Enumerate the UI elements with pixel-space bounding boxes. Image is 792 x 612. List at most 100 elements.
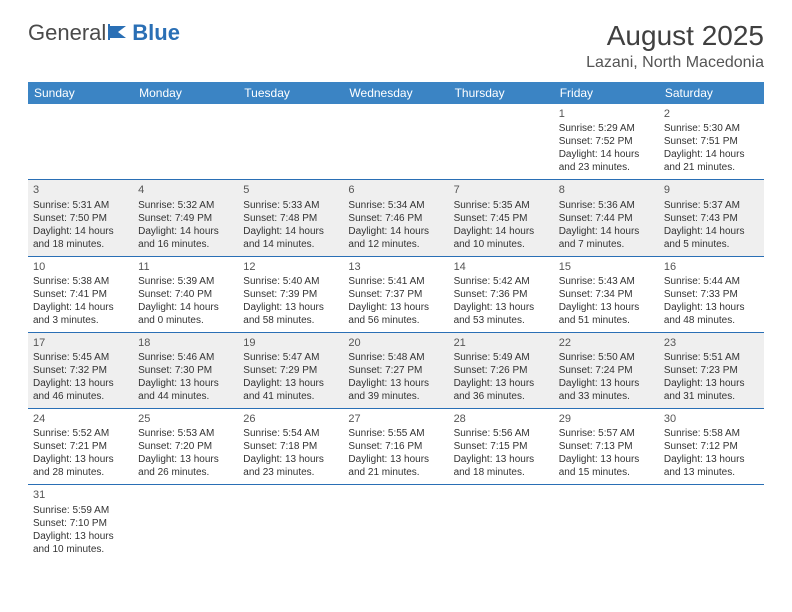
- sunrise-text: Sunrise: 5:32 AM: [138, 199, 233, 212]
- flag-icon: [108, 20, 130, 46]
- calendar-cell: 5Sunrise: 5:33 AMSunset: 7:48 PMDaylight…: [238, 180, 343, 256]
- calendar-week-row: 1Sunrise: 5:29 AMSunset: 7:52 PMDaylight…: [28, 104, 764, 180]
- daylight-text: and 23 minutes.: [559, 161, 654, 174]
- logo: General Blue: [28, 20, 180, 46]
- sunset-text: Sunset: 7:44 PM: [559, 212, 654, 225]
- sunrise-text: Sunrise: 5:34 AM: [348, 199, 443, 212]
- sunset-text: Sunset: 7:24 PM: [559, 364, 654, 377]
- calendar-cell: 29Sunrise: 5:57 AMSunset: 7:13 PMDayligh…: [554, 409, 659, 485]
- calendar-cell: 14Sunrise: 5:42 AMSunset: 7:36 PMDayligh…: [449, 256, 554, 332]
- daylight-text: Daylight: 13 hours: [664, 453, 759, 466]
- sunrise-text: Sunrise: 5:39 AM: [138, 275, 233, 288]
- daylight-text: Daylight: 13 hours: [348, 377, 443, 390]
- day-number: 2: [664, 107, 759, 121]
- calendar-cell: 2Sunrise: 5:30 AMSunset: 7:51 PMDaylight…: [659, 104, 764, 180]
- sunset-text: Sunset: 7:50 PM: [33, 212, 128, 225]
- calendar-cell: 1Sunrise: 5:29 AMSunset: 7:52 PMDaylight…: [554, 104, 659, 180]
- calendar-cell: 30Sunrise: 5:58 AMSunset: 7:12 PMDayligh…: [659, 409, 764, 485]
- daylight-text: and 53 minutes.: [454, 314, 549, 327]
- weekday-header: Sunday: [28, 82, 133, 104]
- daylight-text: Daylight: 14 hours: [559, 148, 654, 161]
- calendar-cell: 12Sunrise: 5:40 AMSunset: 7:39 PMDayligh…: [238, 256, 343, 332]
- calendar-cell: [28, 104, 133, 180]
- daylight-text: and 23 minutes.: [243, 466, 338, 479]
- sunset-text: Sunset: 7:20 PM: [138, 440, 233, 453]
- calendar-cell: 8Sunrise: 5:36 AMSunset: 7:44 PMDaylight…: [554, 180, 659, 256]
- day-number: 17: [33, 336, 128, 350]
- daylight-text: Daylight: 13 hours: [33, 377, 128, 390]
- calendar-cell: 9Sunrise: 5:37 AMSunset: 7:43 PMDaylight…: [659, 180, 764, 256]
- daylight-text: Daylight: 13 hours: [138, 377, 233, 390]
- calendar-cell: 23Sunrise: 5:51 AMSunset: 7:23 PMDayligh…: [659, 332, 764, 408]
- sunset-text: Sunset: 7:21 PM: [33, 440, 128, 453]
- calendar-cell: 17Sunrise: 5:45 AMSunset: 7:32 PMDayligh…: [28, 332, 133, 408]
- sunrise-text: Sunrise: 5:54 AM: [243, 427, 338, 440]
- day-number: 14: [454, 260, 549, 274]
- day-number: 16: [664, 260, 759, 274]
- day-number: 5: [243, 183, 338, 197]
- sunset-text: Sunset: 7:45 PM: [454, 212, 549, 225]
- calendar-cell: 10Sunrise: 5:38 AMSunset: 7:41 PMDayligh…: [28, 256, 133, 332]
- day-number: 27: [348, 412, 443, 426]
- day-number: 4: [138, 183, 233, 197]
- logo-text-1: General: [28, 20, 106, 46]
- sunrise-text: Sunrise: 5:46 AM: [138, 351, 233, 364]
- calendar-cell: [449, 104, 554, 180]
- daylight-text: and 56 minutes.: [348, 314, 443, 327]
- sunset-text: Sunset: 7:34 PM: [559, 288, 654, 301]
- daylight-text: and 5 minutes.: [664, 238, 759, 251]
- weekday-header: Thursday: [449, 82, 554, 104]
- daylight-text: and 21 minutes.: [664, 161, 759, 174]
- daylight-text: Daylight: 13 hours: [559, 301, 654, 314]
- daylight-text: Daylight: 13 hours: [454, 301, 549, 314]
- daylight-text: and 39 minutes.: [348, 390, 443, 403]
- daylight-text: and 28 minutes.: [33, 466, 128, 479]
- sunrise-text: Sunrise: 5:40 AM: [243, 275, 338, 288]
- calendar-cell: 15Sunrise: 5:43 AMSunset: 7:34 PMDayligh…: [554, 256, 659, 332]
- daylight-text: and 41 minutes.: [243, 390, 338, 403]
- sunset-text: Sunset: 7:49 PM: [138, 212, 233, 225]
- calendar-cell: 25Sunrise: 5:53 AMSunset: 7:20 PMDayligh…: [133, 409, 238, 485]
- daylight-text: and 10 minutes.: [454, 238, 549, 251]
- calendar-cell: [343, 104, 448, 180]
- calendar-cell: 18Sunrise: 5:46 AMSunset: 7:30 PMDayligh…: [133, 332, 238, 408]
- day-number: 1: [559, 107, 654, 121]
- sunset-text: Sunset: 7:46 PM: [348, 212, 443, 225]
- weekday-header: Friday: [554, 82, 659, 104]
- daylight-text: Daylight: 14 hours: [664, 225, 759, 238]
- header: General Blue August 2025 Lazani, North M…: [28, 20, 764, 72]
- sunset-text: Sunset: 7:51 PM: [664, 135, 759, 148]
- calendar-cell: 16Sunrise: 5:44 AMSunset: 7:33 PMDayligh…: [659, 256, 764, 332]
- day-number: 9: [664, 183, 759, 197]
- sunset-text: Sunset: 7:29 PM: [243, 364, 338, 377]
- daylight-text: and 16 minutes.: [138, 238, 233, 251]
- day-number: 24: [33, 412, 128, 426]
- calendar-cell: 13Sunrise: 5:41 AMSunset: 7:37 PMDayligh…: [343, 256, 448, 332]
- day-number: 31: [33, 488, 128, 502]
- calendar-week-row: 10Sunrise: 5:38 AMSunset: 7:41 PMDayligh…: [28, 256, 764, 332]
- calendar-week-row: 3Sunrise: 5:31 AMSunset: 7:50 PMDaylight…: [28, 180, 764, 256]
- day-number: 23: [664, 336, 759, 350]
- daylight-text: Daylight: 14 hours: [138, 225, 233, 238]
- calendar-cell: 22Sunrise: 5:50 AMSunset: 7:24 PMDayligh…: [554, 332, 659, 408]
- calendar-cell: 21Sunrise: 5:49 AMSunset: 7:26 PMDayligh…: [449, 332, 554, 408]
- day-number: 25: [138, 412, 233, 426]
- calendar-cell: [238, 104, 343, 180]
- daylight-text: and 3 minutes.: [33, 314, 128, 327]
- day-number: 30: [664, 412, 759, 426]
- calendar-cell: [449, 485, 554, 561]
- sunrise-text: Sunrise: 5:45 AM: [33, 351, 128, 364]
- sunrise-text: Sunrise: 5:57 AM: [559, 427, 654, 440]
- sunset-text: Sunset: 7:43 PM: [664, 212, 759, 225]
- sunset-text: Sunset: 7:26 PM: [454, 364, 549, 377]
- calendar-week-row: 17Sunrise: 5:45 AMSunset: 7:32 PMDayligh…: [28, 332, 764, 408]
- calendar-cell: [659, 485, 764, 561]
- sunset-text: Sunset: 7:33 PM: [664, 288, 759, 301]
- daylight-text: Daylight: 14 hours: [138, 301, 233, 314]
- daylight-text: Daylight: 13 hours: [664, 377, 759, 390]
- weekday-header: Tuesday: [238, 82, 343, 104]
- daylight-text: Daylight: 13 hours: [348, 453, 443, 466]
- daylight-text: and 48 minutes.: [664, 314, 759, 327]
- calendar-table: SundayMondayTuesdayWednesdayThursdayFrid…: [28, 82, 764, 561]
- calendar-cell: 6Sunrise: 5:34 AMSunset: 7:46 PMDaylight…: [343, 180, 448, 256]
